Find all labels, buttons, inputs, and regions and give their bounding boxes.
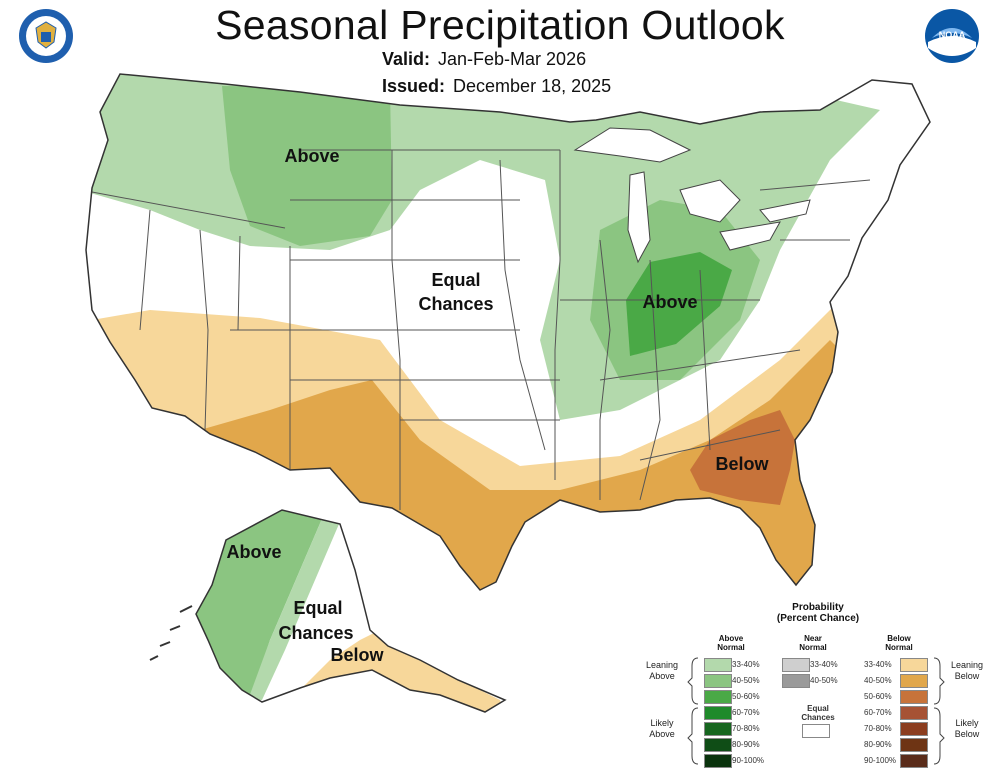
below-range-label: 80-90% <box>864 740 892 749</box>
label-ak-above: Above <box>226 542 281 562</box>
near-header-1: Near <box>804 634 822 643</box>
issued-value: December 18, 2025 <box>453 76 612 96</box>
label-ak-equal: Equal <box>293 598 342 618</box>
near-swatch <box>782 658 810 672</box>
above-range-label: 90-100% <box>732 756 765 765</box>
below-header: Below Normal <box>874 634 924 652</box>
above-range-label: 80-90% <box>732 740 760 749</box>
label-ak-chances: Chances <box>278 623 353 643</box>
above-range-label: 50-60% <box>732 692 760 701</box>
below-swatch <box>900 674 928 688</box>
below-swatch <box>900 658 928 672</box>
above-swatch <box>704 674 732 688</box>
above-swatch <box>704 690 732 704</box>
below-swatch <box>900 738 928 752</box>
above-brackets <box>687 657 699 765</box>
likely-below-1: Likely <box>955 718 979 728</box>
near-header: Near Normal <box>788 634 838 652</box>
label-southeast-below: Below <box>715 454 769 474</box>
page-title: Seasonal Precipitation Outlook <box>215 2 785 48</box>
leaning-above-label: Leaning Above <box>640 660 684 682</box>
valid-label: Valid: <box>382 49 431 69</box>
legend-title: Probability (Percent Chance) <box>758 602 878 624</box>
region-below-southeast-50 <box>690 410 795 505</box>
below-swatch <box>900 690 928 704</box>
region-above-ohio-50 <box>626 252 732 356</box>
above-range-label: 40-50% <box>732 676 760 685</box>
equal-chances-label: Equal Chances <box>798 704 838 722</box>
issued-line: Issued: December 18, 2025 <box>382 76 611 97</box>
valid-value: Jan-Feb-Mar 2026 <box>438 49 587 69</box>
equal-chances-swatch <box>802 724 830 738</box>
noaa-text: NOAA <box>939 30 966 40</box>
leaning-below-2: Below <box>954 671 980 681</box>
above-swatch <box>704 738 732 752</box>
state-borders <box>91 149 871 510</box>
below-header-2: Normal <box>885 643 913 652</box>
below-range-label: 70-80% <box>864 724 892 733</box>
leaning-above-1: Leaning <box>645 660 679 670</box>
near-header-2: Normal <box>799 643 827 652</box>
great-lakes <box>573 127 811 264</box>
region-above-montana-40 <box>222 86 392 246</box>
issued-label: Issued: <box>382 76 446 96</box>
above-range-label: 33-40% <box>732 660 760 669</box>
near-range-label: 33-40% <box>810 660 838 669</box>
near-swatch <box>782 674 810 688</box>
equal-chances-2: Chances <box>801 713 835 722</box>
region-ak-above-33 <box>248 510 345 700</box>
label-north-above: Above <box>284 146 339 166</box>
below-range-label: 40-50% <box>864 676 892 685</box>
label-midwest-above: Above <box>642 292 697 312</box>
equal-chances-1: Equal <box>807 704 829 713</box>
region-ak-above <box>196 510 330 700</box>
leaning-below-1: Leaning <box>950 660 984 670</box>
above-header-1: Above <box>718 634 744 643</box>
commerce-seal-logo <box>19 9 73 63</box>
legend-title-line2: (Percent Chance) <box>776 613 860 624</box>
label-ak-below: Below <box>330 645 384 665</box>
below-range-label: 90-100% <box>864 756 897 765</box>
noaa-logo: NOAA <box>925 9 979 63</box>
label-chances: Chances <box>418 294 493 314</box>
leaning-above-2: Above <box>649 671 675 681</box>
near-range-label: 40-50% <box>810 676 838 685</box>
likely-above-2: Above <box>649 729 675 739</box>
likely-below-2: Below <box>954 729 980 739</box>
below-range-label: 60-70% <box>864 708 892 717</box>
above-swatch <box>704 722 732 736</box>
likely-above-1: Likely <box>650 718 674 728</box>
label-equal: Equal <box>431 270 480 290</box>
below-swatch <box>900 706 928 720</box>
likely-below-label: Likely Below <box>944 718 990 740</box>
aleutian-islands <box>149 605 193 661</box>
likely-above-label: Likely Above <box>640 718 684 740</box>
below-range-label: 33-40% <box>864 660 892 669</box>
above-swatch <box>704 706 732 720</box>
below-swatch <box>900 754 928 768</box>
conus-map <box>85 73 931 591</box>
valid-line: Valid: Jan-Feb-Mar 2026 <box>382 49 586 70</box>
below-header-1: Below <box>887 634 911 643</box>
above-swatch <box>704 754 732 768</box>
above-header: Above Normal <box>706 634 756 652</box>
below-swatch <box>900 722 928 736</box>
below-brackets <box>933 657 945 765</box>
above-range-label: 60-70% <box>732 708 760 717</box>
leaning-below-label: Leaning Below <box>944 660 990 682</box>
above-range-label: 70-80% <box>732 724 760 733</box>
legend-title-line1: Probability <box>792 602 844 613</box>
above-swatch <box>704 658 732 672</box>
below-range-label: 50-60% <box>864 692 892 701</box>
probability-legend: Probability (Percent Chance) Above Norma… <box>640 600 995 769</box>
above-header-2: Normal <box>717 643 745 652</box>
